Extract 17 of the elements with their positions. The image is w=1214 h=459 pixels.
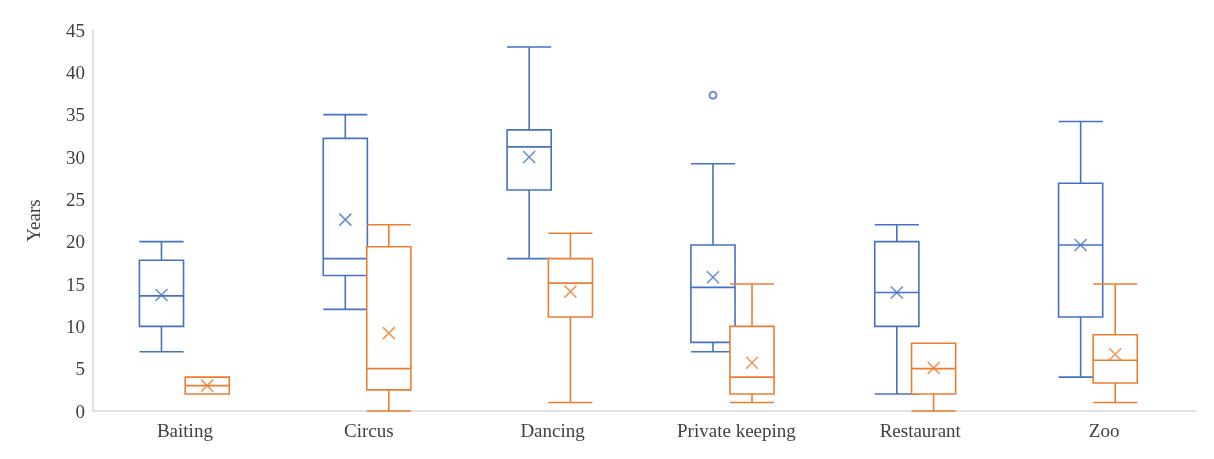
y-tick-label: 0 — [75, 400, 85, 422]
x-tick-label: Private keeping — [677, 420, 797, 441]
y-tick-label: 30 — [66, 146, 85, 168]
x-tick-label: Dancing — [520, 420, 586, 441]
y-axis-title: Years — [23, 199, 44, 242]
y-tick-label: 35 — [66, 104, 85, 126]
y-tick-label: 20 — [66, 231, 85, 253]
y-tick-label: 10 — [66, 315, 85, 337]
y-tick-label: 15 — [66, 273, 85, 295]
x-tick-label: Restaurant — [879, 420, 962, 441]
x-tick-label: Circus — [343, 420, 394, 441]
x-tick-label: Baiting — [156, 420, 214, 441]
x-tick-label: Zoo — [1088, 420, 1120, 441]
y-tick-label: 5 — [75, 358, 85, 380]
y-tick-label: 40 — [66, 61, 85, 83]
y-tick-label: 25 — [66, 188, 85, 210]
y-tick-label: 45 — [66, 19, 85, 41]
